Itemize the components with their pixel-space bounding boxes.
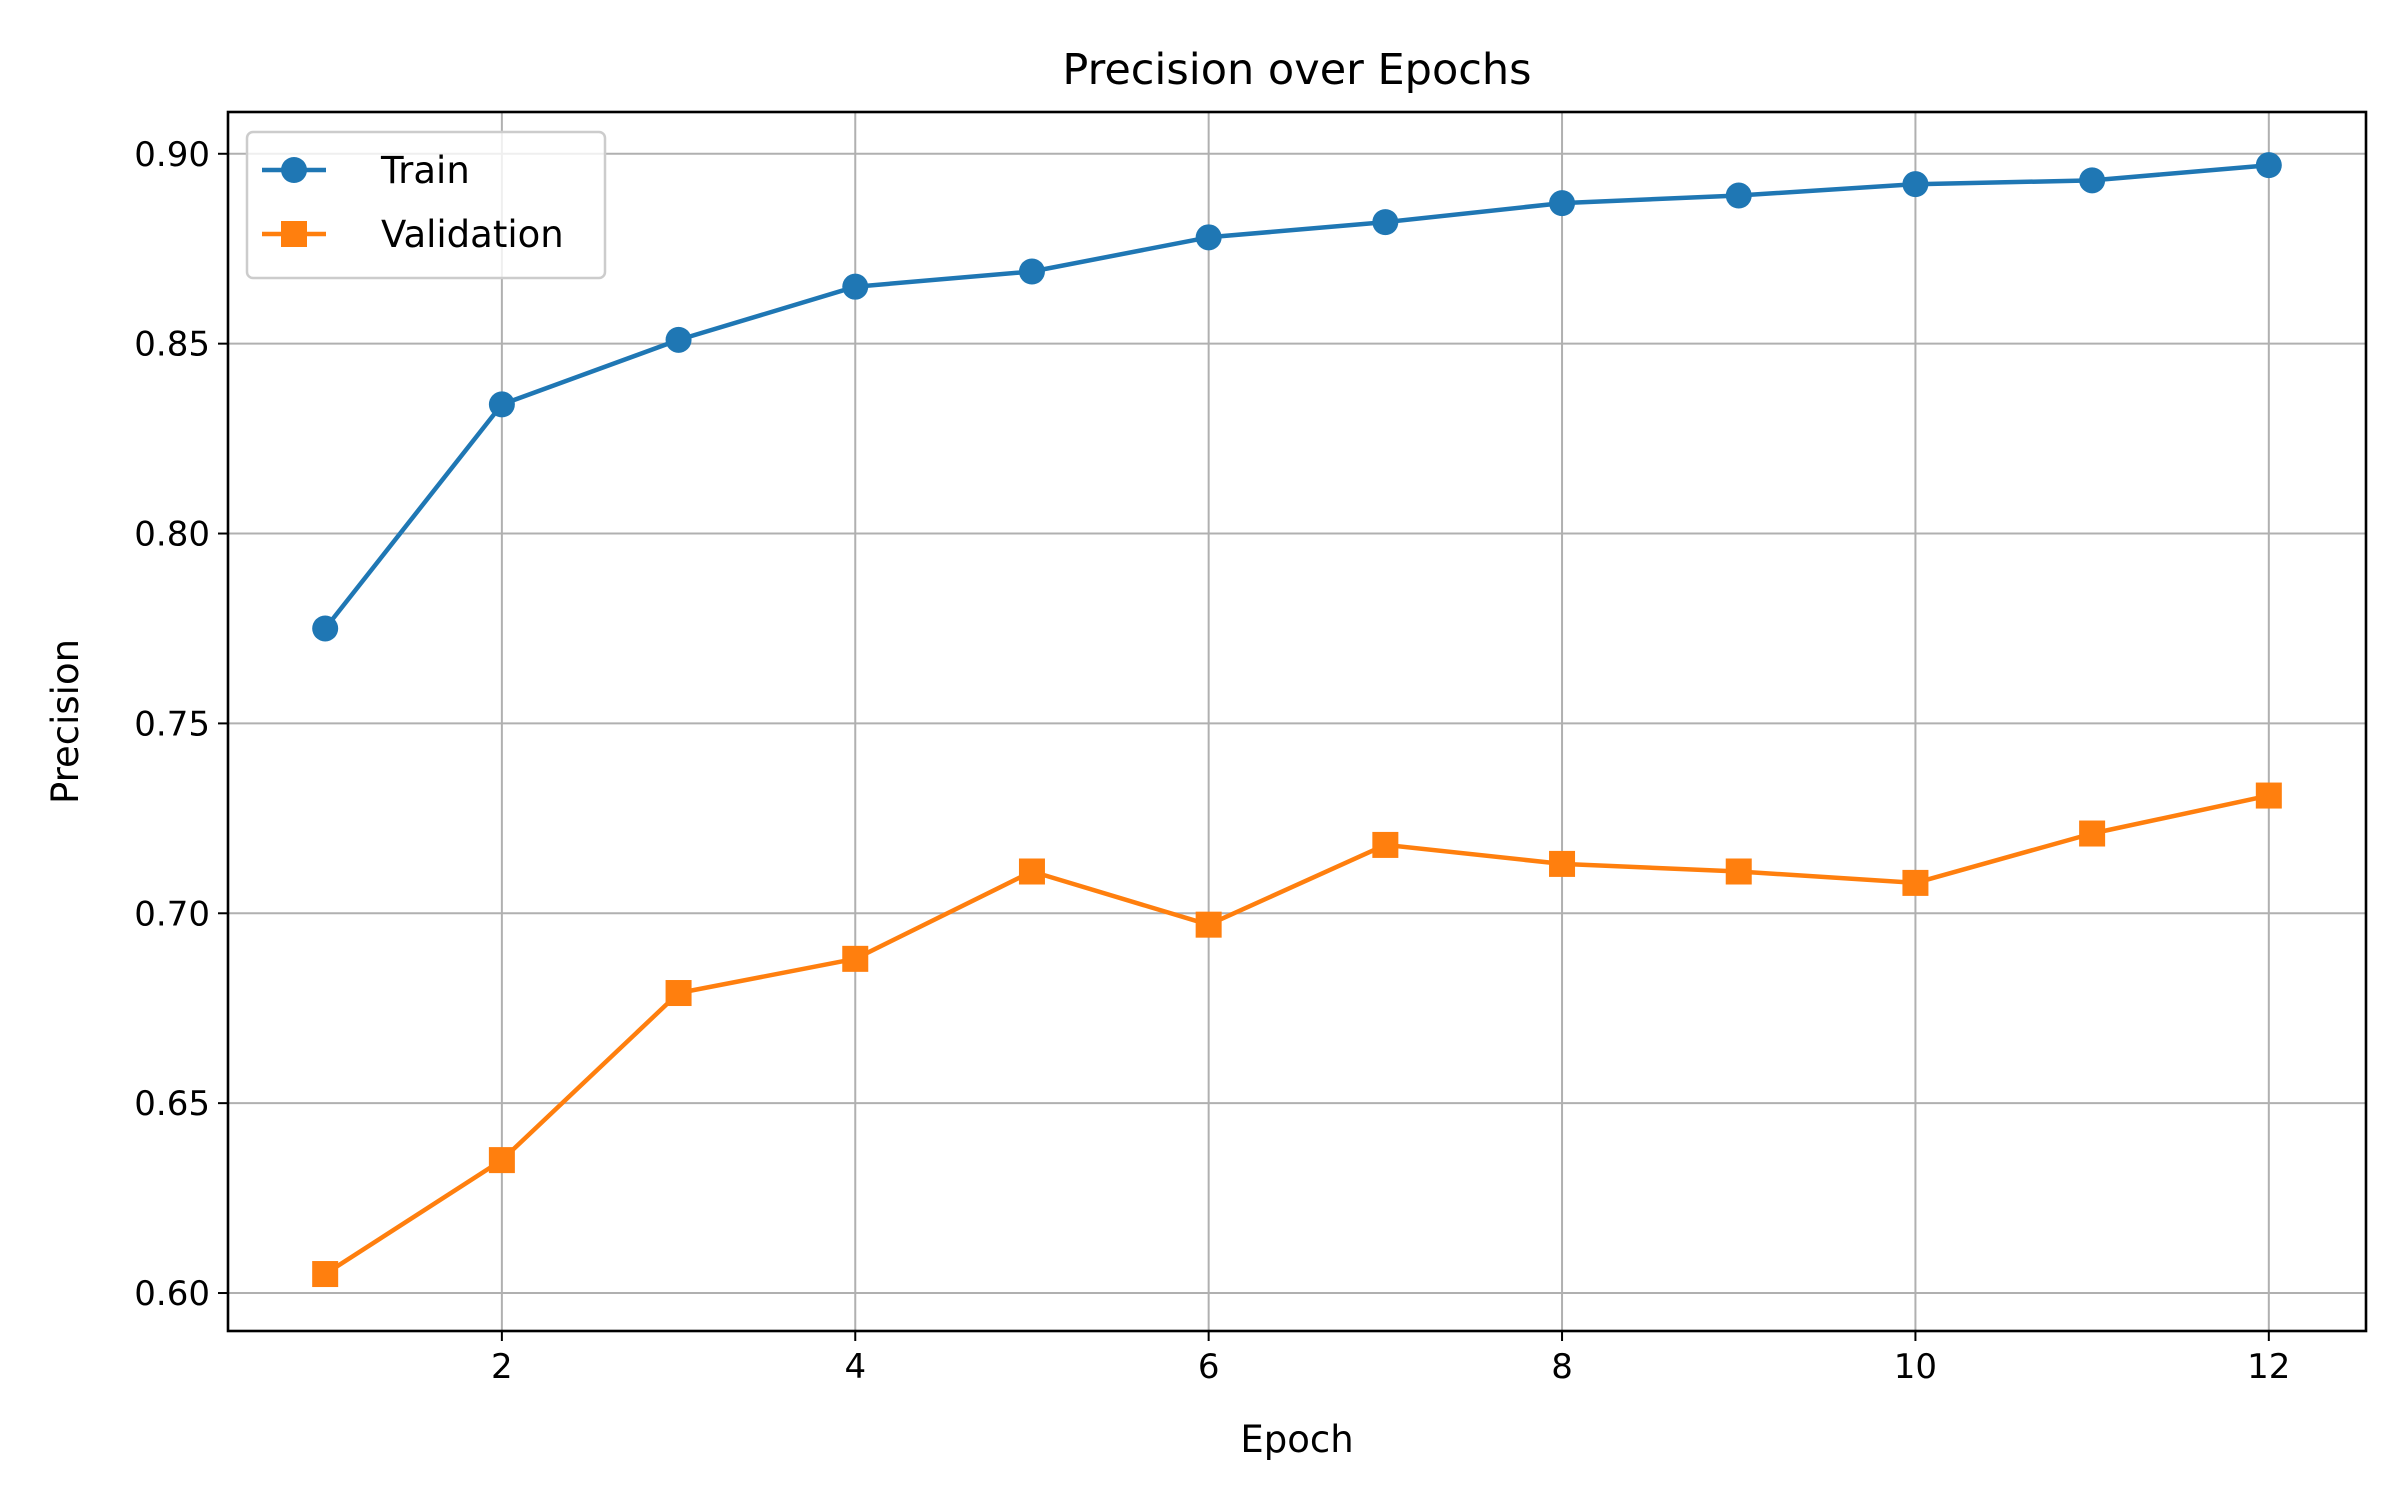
train-point xyxy=(2079,167,2106,194)
legend-train-label: Train xyxy=(380,149,470,192)
y-tick-label: 0.85 xyxy=(134,325,210,365)
train-point xyxy=(312,615,339,642)
train-point xyxy=(1195,224,1222,251)
legend-items: Train Validation xyxy=(262,149,564,256)
x-tick-label: 12 xyxy=(2247,1347,2290,1387)
train-point xyxy=(842,273,869,300)
train-point xyxy=(1018,258,1045,285)
legend-validation-label: Validation xyxy=(381,213,564,256)
grid-lines xyxy=(228,112,2366,1331)
validation-point xyxy=(1195,911,1222,938)
y-tick-label: 0.65 xyxy=(134,1084,210,1124)
y-tick-label: 0.70 xyxy=(134,894,210,934)
x-tick-label: 10 xyxy=(1894,1347,1937,1387)
validation-line xyxy=(323,793,2270,1276)
validation-point xyxy=(1372,831,1399,858)
validation-point xyxy=(2079,820,2106,847)
train-point xyxy=(488,391,515,418)
plot-frame xyxy=(226,110,2368,1333)
x-tick-label: 4 xyxy=(844,1347,866,1387)
x-tick-label: 6 xyxy=(1198,1347,1220,1387)
validation-point xyxy=(2255,782,2282,809)
legend-validation-marker xyxy=(281,221,307,247)
y-axis-title: Precision xyxy=(44,639,87,804)
validation-point xyxy=(488,1147,515,1174)
validation-point xyxy=(1725,858,1752,885)
validation-point xyxy=(665,980,692,1007)
axis-ticks: 2 4 6 8 10 12 0.60 0.65 0.70 0.75 0.80 0.85 0.90 xyxy=(134,135,2290,1387)
train-point xyxy=(1902,171,1929,198)
train-point xyxy=(1372,209,1399,236)
legend: Train Validation xyxy=(245,130,607,280)
train-point xyxy=(1549,190,1576,217)
y-tick-label: 0.90 xyxy=(134,135,210,175)
legend-train-marker xyxy=(281,157,307,183)
x-tick-label: 8 xyxy=(1551,1347,1573,1387)
legend-box xyxy=(245,130,607,280)
validation-point xyxy=(842,945,869,972)
train-line xyxy=(323,162,2269,630)
y-tick-label: 0.75 xyxy=(134,704,210,744)
validation-point xyxy=(312,1261,339,1288)
train-point xyxy=(2255,152,2282,179)
chart-title: Precision over Epochs xyxy=(1062,45,1531,95)
y-tick-label: 0.60 xyxy=(134,1274,210,1314)
x-tick-label: 2 xyxy=(491,1347,513,1387)
validation-point xyxy=(1902,869,1929,896)
train-point xyxy=(1725,182,1752,209)
x-axis-title: Epoch xyxy=(1240,1418,1353,1461)
validation-point xyxy=(1018,858,1045,885)
train-point xyxy=(665,326,692,353)
y-tick-label: 0.80 xyxy=(134,515,210,555)
series-layer xyxy=(312,152,2282,1288)
validation-point xyxy=(1549,850,1576,877)
